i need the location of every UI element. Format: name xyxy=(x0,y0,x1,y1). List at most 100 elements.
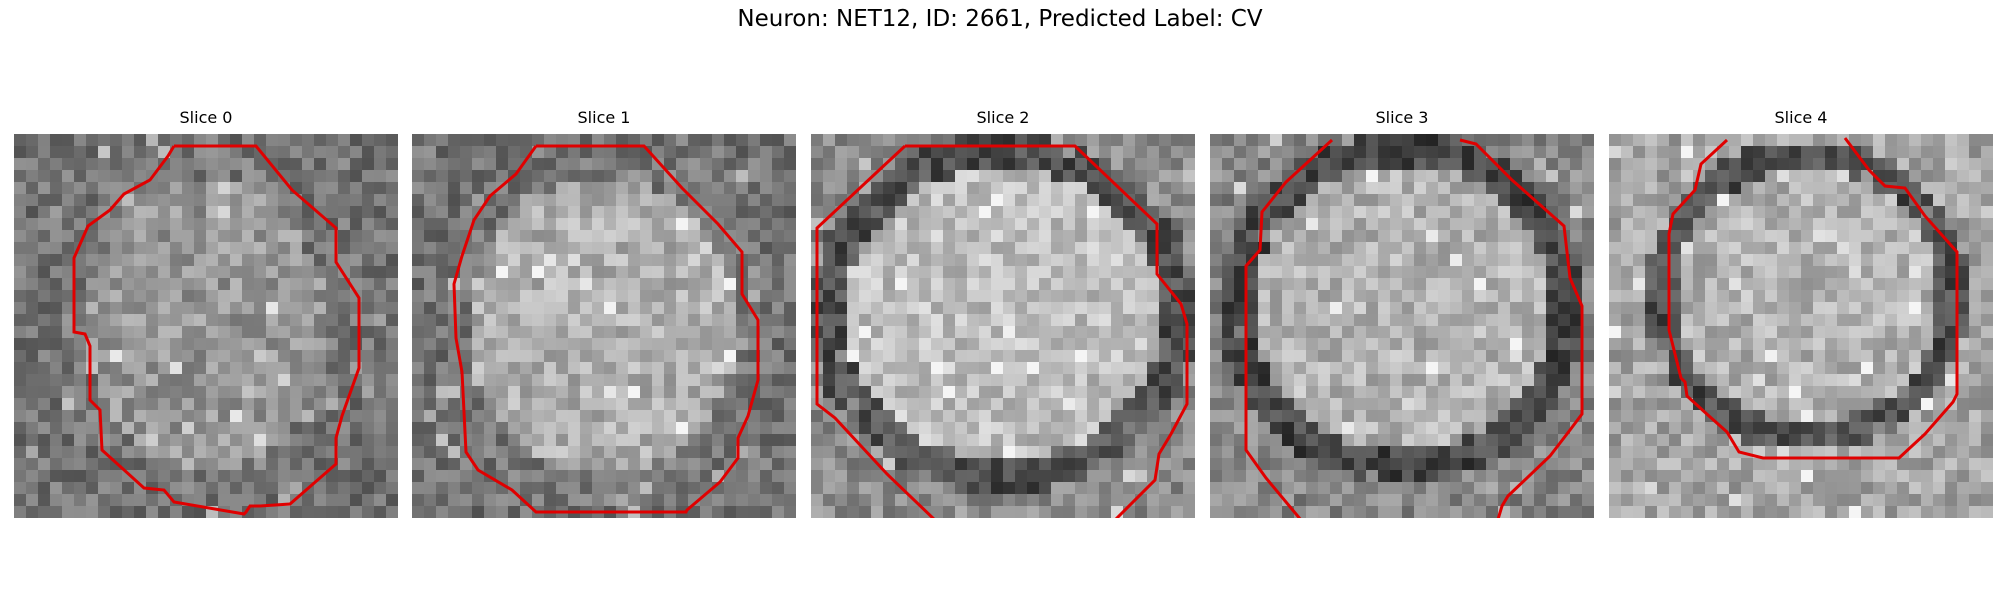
image-pixel xyxy=(1633,278,1645,290)
image-pixel xyxy=(1693,194,1705,206)
image-pixel xyxy=(1111,494,1123,506)
image-pixel xyxy=(448,194,460,206)
image-pixel xyxy=(496,398,508,410)
image-pixel xyxy=(338,134,350,146)
image-pixel xyxy=(568,398,580,410)
image-pixel xyxy=(1981,266,1993,278)
image-pixel xyxy=(26,386,38,398)
image-pixel xyxy=(520,230,532,242)
image-pixel xyxy=(1318,494,1330,506)
image-pixel xyxy=(26,266,38,278)
image-pixel xyxy=(254,422,266,434)
image-pixel xyxy=(326,338,338,350)
image-pixel xyxy=(26,302,38,314)
image-pixel xyxy=(1825,170,1837,182)
image-pixel xyxy=(1681,362,1693,374)
image-pixel xyxy=(1558,374,1570,386)
image-pixel xyxy=(688,506,700,518)
image-pixel xyxy=(436,494,448,506)
image-pixel xyxy=(1570,506,1582,518)
image-pixel xyxy=(1378,266,1390,278)
image-pixel xyxy=(1246,170,1258,182)
image-pixel xyxy=(1693,434,1705,446)
image-pixel xyxy=(772,362,784,374)
image-pixel xyxy=(98,134,110,146)
image-pixel xyxy=(919,218,931,230)
image-pixel xyxy=(1282,254,1294,266)
image-pixel xyxy=(1099,134,1111,146)
image-pixel xyxy=(1294,146,1306,158)
image-pixel xyxy=(556,338,568,350)
image-pixel xyxy=(1123,350,1135,362)
image-pixel xyxy=(772,446,784,458)
image-pixel xyxy=(1765,254,1777,266)
image-pixel xyxy=(784,446,796,458)
image-pixel xyxy=(158,242,170,254)
image-pixel xyxy=(676,278,688,290)
image-pixel xyxy=(736,230,748,242)
image-pixel xyxy=(1546,338,1558,350)
image-pixel xyxy=(1378,194,1390,206)
image-pixel xyxy=(604,302,616,314)
image-pixel xyxy=(1027,230,1039,242)
image-pixel xyxy=(907,266,919,278)
image-pixel xyxy=(823,410,835,422)
image-pixel xyxy=(1705,446,1717,458)
image-pixel xyxy=(1147,386,1159,398)
image-pixel xyxy=(1885,158,1897,170)
image-pixel xyxy=(1558,194,1570,206)
image-pixel xyxy=(182,410,194,422)
image-pixel xyxy=(883,350,895,362)
image-pixel xyxy=(1510,206,1522,218)
image-pixel xyxy=(1498,326,1510,338)
image-pixel xyxy=(1582,458,1594,470)
image-pixel xyxy=(338,182,350,194)
image-pixel xyxy=(1402,374,1414,386)
image-pixel xyxy=(278,230,290,242)
image-pixel xyxy=(895,350,907,362)
image-pixel xyxy=(1945,302,1957,314)
image-pixel xyxy=(182,218,194,230)
image-pixel xyxy=(1390,494,1402,506)
image-pixel xyxy=(1681,242,1693,254)
image-pixel xyxy=(1246,326,1258,338)
image-pixel xyxy=(1933,134,1945,146)
image-pixel xyxy=(122,362,134,374)
contour-line xyxy=(1244,138,1584,518)
image-pixel xyxy=(1111,146,1123,158)
image-pixel xyxy=(1582,326,1594,338)
image-pixel xyxy=(580,446,592,458)
image-pixel xyxy=(1741,194,1753,206)
image-pixel xyxy=(823,434,835,446)
image-pixel xyxy=(1873,398,1885,410)
image-pixel xyxy=(1003,290,1015,302)
image-pixel xyxy=(979,194,991,206)
image-pixel xyxy=(1582,170,1594,182)
image-pixel xyxy=(847,278,859,290)
image-pixel xyxy=(907,470,919,482)
image-pixel xyxy=(1729,314,1741,326)
image-pixel xyxy=(110,398,122,410)
image-pixel xyxy=(1765,206,1777,218)
image-pixel xyxy=(1609,326,1621,338)
image-pixel xyxy=(712,338,724,350)
image-pixel xyxy=(967,218,979,230)
image-pixel xyxy=(1777,302,1789,314)
image-pixel xyxy=(386,362,398,374)
image-pixel xyxy=(568,194,580,206)
image-pixel xyxy=(98,338,110,350)
image-pixel xyxy=(688,326,700,338)
image-pixel xyxy=(62,482,74,494)
image-pixel xyxy=(847,422,859,434)
image-pixel xyxy=(218,290,230,302)
image-pixel xyxy=(1558,182,1570,194)
image-pixel xyxy=(1717,194,1729,206)
image-pixel xyxy=(628,446,640,458)
image-pixel xyxy=(556,446,568,458)
image-pixel xyxy=(98,218,110,230)
image-pixel xyxy=(1015,362,1027,374)
image-pixel xyxy=(859,470,871,482)
image-pixel xyxy=(170,182,182,194)
image-pixel xyxy=(835,278,847,290)
image-pixel xyxy=(1765,146,1777,158)
